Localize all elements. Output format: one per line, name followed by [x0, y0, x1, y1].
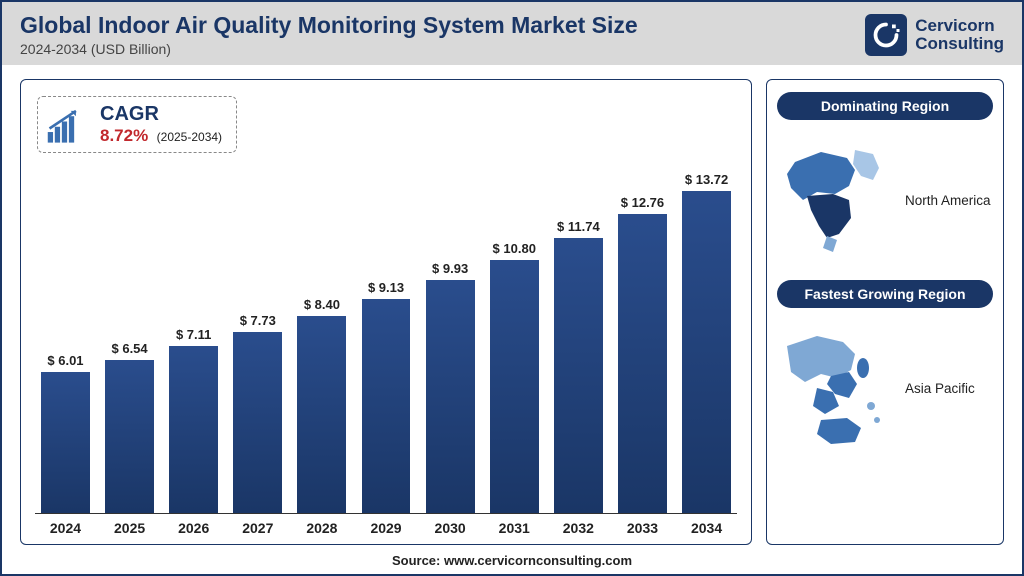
- growth-icon: [46, 105, 90, 145]
- infographic-frame: Global Indoor Air Quality Monitoring Sys…: [0, 0, 1024, 576]
- logo: Cervicorn Consulting: [865, 14, 1004, 56]
- x-axis-year: 2027: [233, 520, 282, 536]
- logo-line2: Consulting: [915, 35, 1004, 53]
- bar-column: $ 10.80: [490, 241, 539, 513]
- source-label: Source: www.cervicornconsulting.com: [2, 549, 1022, 574]
- bar-value-label: $ 9.93: [432, 261, 468, 276]
- logo-text: Cervicorn Consulting: [915, 17, 1004, 53]
- bar-column: $ 7.11: [169, 327, 218, 513]
- cagr-badge: CAGR 8.72% (2025-2034): [37, 96, 237, 153]
- page-subtitle: 2024-2034 (USD Billion): [20, 41, 865, 57]
- x-axis-year: 2024: [41, 520, 90, 536]
- bar: [233, 332, 282, 513]
- bar: [297, 316, 346, 513]
- asia-pacific-map-icon: [777, 328, 897, 448]
- x-axis-year: 2026: [169, 520, 218, 536]
- header-text: Global Indoor Air Quality Monitoring Sys…: [20, 12, 865, 57]
- x-axis-year: 2025: [105, 520, 154, 536]
- logo-mark-icon: [865, 14, 907, 56]
- bar-column: $ 9.13: [362, 280, 411, 513]
- bar-value-label: $ 6.54: [112, 341, 148, 356]
- bar-column: $ 12.76: [618, 195, 667, 513]
- bar-column: $ 6.01: [41, 353, 90, 513]
- bar: [169, 346, 218, 513]
- bar: [554, 238, 603, 513]
- chart-panel: CAGR 8.72% (2025-2034) $ 6.01 $ 6.54 $ 7.1…: [20, 79, 752, 545]
- fastest-region-name: Asia Pacific: [905, 381, 993, 396]
- content-body: CAGR 8.72% (2025-2034) $ 6.01 $ 6.54 $ 7.1…: [2, 65, 1022, 549]
- x-axis-year: 2029: [362, 520, 411, 536]
- bar: [41, 372, 90, 513]
- bar-value-label: $ 6.01: [47, 353, 83, 368]
- x-axis-year: 2032: [554, 520, 603, 536]
- bar-value-label: $ 9.13: [368, 280, 404, 295]
- bar-plot-area: $ 6.01 $ 6.54 $ 7.11 $ 7.73 $ 8.40 $ 9.13 $ 9.…: [35, 100, 737, 513]
- cagr-period: (2025-2034): [157, 130, 222, 144]
- bar-column: $ 7.73: [233, 313, 282, 513]
- dominating-region-name: North America: [905, 193, 993, 208]
- bar: [618, 214, 667, 513]
- x-axis-year: 2034: [682, 520, 731, 536]
- bar: [362, 299, 411, 513]
- regions-panel: Dominating Region North America Fastest …: [766, 79, 1004, 545]
- bar-value-label: $ 7.11: [176, 327, 211, 342]
- cagr-label: CAGR: [100, 103, 222, 126]
- bar: [105, 360, 154, 513]
- bar-value-label: $ 12.76: [621, 195, 664, 210]
- dominating-region-title: Dominating Region: [777, 92, 993, 120]
- logo-line1: Cervicorn: [915, 17, 1004, 35]
- bar-value-label: $ 11.74: [557, 219, 600, 234]
- fastest-region-title: Fastest Growing Region: [777, 280, 993, 308]
- bar-column: $ 6.54: [105, 341, 154, 513]
- bar-value-label: $ 8.40: [304, 297, 340, 312]
- bar: [490, 260, 539, 513]
- bar-column: $ 11.74: [554, 219, 603, 513]
- bar: [682, 191, 731, 513]
- x-axis-year: 2033: [618, 520, 667, 536]
- page-title: Global Indoor Air Quality Monitoring Sys…: [20, 12, 865, 39]
- x-axis-year: 2031: [490, 520, 539, 536]
- bar-value-label: $ 10.80: [493, 241, 536, 256]
- bar-value-label: $ 7.73: [240, 313, 276, 328]
- bar: [426, 280, 475, 513]
- header-bar: Global Indoor Air Quality Monitoring Sys…: [2, 2, 1022, 65]
- dominating-region-block: North America: [777, 130, 993, 270]
- cagr-text: CAGR 8.72% (2025-2034): [100, 103, 222, 146]
- x-axis-year: 2028: [297, 520, 346, 536]
- x-axis-year: 2030: [426, 520, 475, 536]
- fastest-region-block: Asia Pacific: [777, 318, 993, 458]
- bar-column: $ 9.93: [426, 261, 475, 513]
- bar-column: $ 8.40: [297, 297, 346, 513]
- x-axis: 2024 2025 2026 2027 2028 2029 2030 2031 2032 2033…: [35, 513, 737, 536]
- bar-column: $ 13.72: [682, 172, 731, 513]
- north-america-map-icon: [777, 140, 897, 260]
- bar-value-label: $ 13.72: [685, 172, 728, 187]
- cagr-percent: 8.72%: [100, 126, 148, 145]
